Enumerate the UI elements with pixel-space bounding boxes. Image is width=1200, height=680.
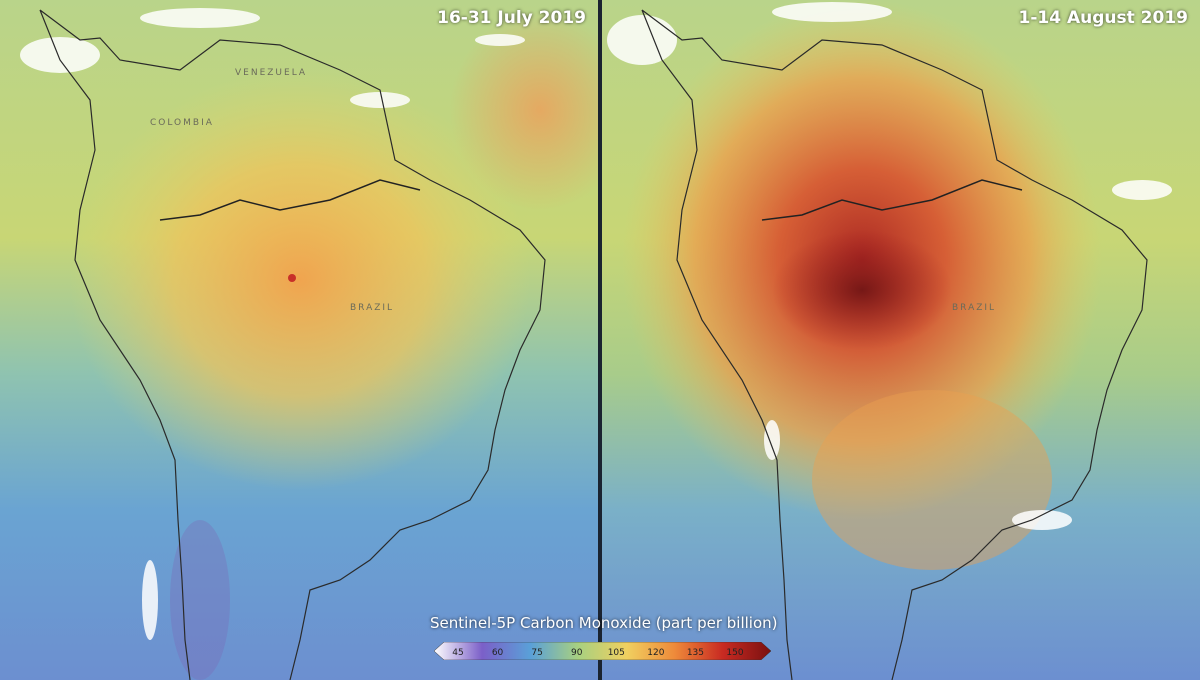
legend-tick: 45 — [452, 648, 464, 658]
legend-tick: 105 — [607, 648, 625, 658]
date-label-august: 1-14 August 2019 — [1018, 8, 1188, 28]
co-map-july: COLOMBIA VENEZUELA BRAZIL — [0, 0, 598, 680]
country-label-colombia: COLOMBIA — [150, 118, 214, 128]
color-legend: Sentinel-5P Carbon Monoxide (part per bi… — [430, 614, 778, 674]
legend-colorbar — [434, 642, 771, 660]
legend-tick: 75 — [531, 648, 543, 658]
map-panel-august: BRAZIL 1-14 August 2019 — [602, 0, 1200, 680]
legend-tick: 90 — [570, 648, 583, 658]
legend-tick: 150 — [726, 648, 744, 658]
panel-divider — [598, 0, 602, 680]
country-label-brazil-august: BRAZIL — [952, 303, 996, 313]
date-label-july: 16-31 July 2019 — [437, 8, 586, 28]
co-map-august: BRAZIL — [602, 0, 1200, 680]
legend-title: Sentinel-5P Carbon Monoxide (part per bi… — [430, 614, 778, 632]
map-panel-july: COLOMBIA VENEZUELA BRAZIL 16-31 July 201… — [0, 0, 598, 680]
legend-tick: 60 — [491, 648, 504, 658]
legend-tick: 135 — [686, 648, 705, 658]
country-label-venezuela: VENEZUELA — [235, 68, 307, 78]
legend-tick: 120 — [647, 648, 665, 658]
country-label-brazil: BRAZIL — [350, 303, 394, 313]
